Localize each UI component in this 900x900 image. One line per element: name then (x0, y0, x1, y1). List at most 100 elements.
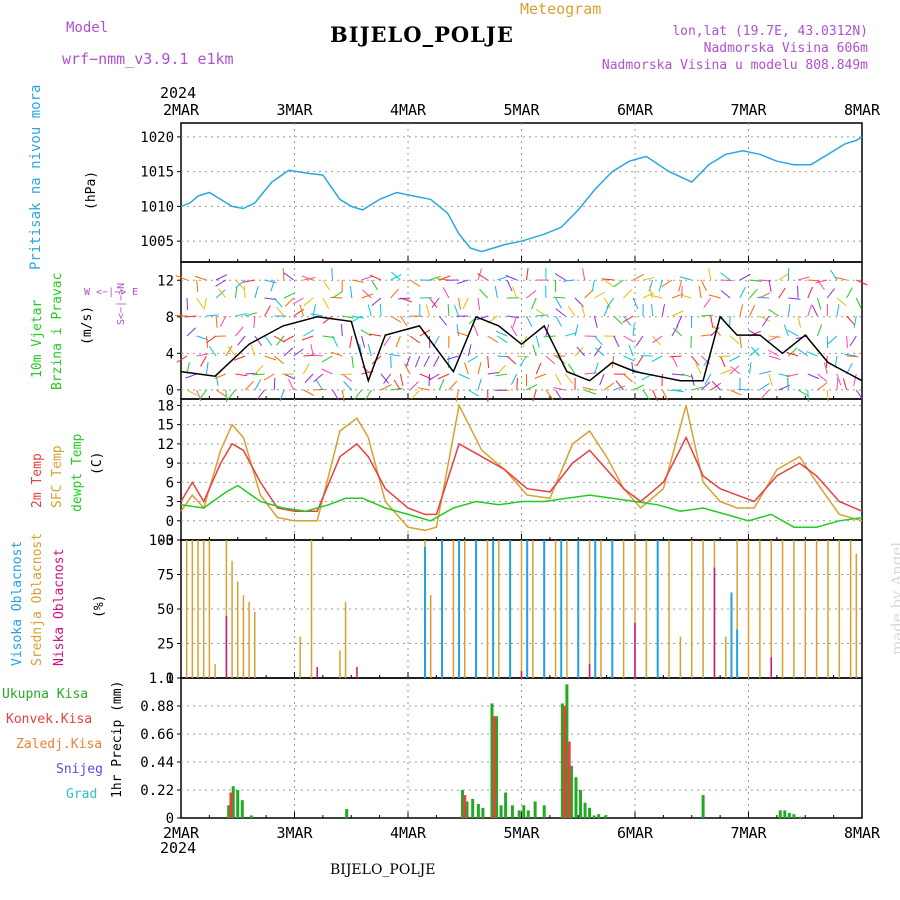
wind-arrow (225, 389, 228, 402)
wind-arrow (390, 315, 402, 323)
wind-arrow (361, 293, 374, 299)
wind-arrow (446, 355, 459, 360)
date-label-top: 3MAR (276, 101, 313, 119)
wind-arrow (235, 313, 248, 317)
wind-arrow (555, 297, 563, 309)
wind-arrow (836, 373, 842, 386)
wind-arrow (613, 315, 623, 325)
wind-arrow (700, 279, 707, 291)
wind-arrow (301, 335, 314, 341)
wind-arrow (844, 353, 857, 357)
total-precip-bar (560, 703, 564, 818)
total-precip-bar (533, 801, 537, 818)
wind-arrow (582, 268, 586, 281)
date-label-top: 8MAR (844, 101, 881, 119)
wind-arrow (428, 373, 440, 381)
wind-arrow (545, 324, 550, 337)
ytick-label: 3 (166, 495, 174, 511)
wind-arrow (603, 279, 615, 288)
wind-arrow (787, 329, 799, 337)
total-precip-bar (569, 765, 573, 818)
wind-arrow (710, 382, 721, 391)
wind-arrow (739, 273, 751, 281)
wind-arrow (695, 363, 702, 375)
wind-arrow (574, 347, 584, 357)
wind-arrow (303, 329, 314, 337)
wind-arrow (477, 297, 481, 310)
wind-arrow (807, 286, 813, 299)
wind-arrow (399, 373, 404, 386)
ytick-label: 1005 (140, 234, 174, 250)
panel-frame (180, 261, 863, 400)
wind-arrow (797, 315, 801, 328)
wind-arrow (438, 315, 448, 326)
wind-arrow (768, 308, 779, 317)
wind-arrow (429, 297, 438, 308)
wind-arrow (275, 335, 285, 346)
wind-arrow (339, 373, 352, 376)
wind-arrow (405, 355, 411, 368)
wind-arrow (254, 335, 263, 347)
sfc-temp-line (180, 403, 863, 532)
wind-arrow (275, 306, 285, 317)
wind-arrow (351, 315, 364, 319)
conv-precip-bar (567, 741, 571, 818)
wind-arrow (399, 315, 408, 327)
wind-arrow (279, 389, 285, 402)
total-precip-bar (574, 777, 578, 818)
wind-arrow (591, 279, 595, 292)
wind-arrow (409, 279, 421, 288)
wind-arrow (594, 335, 603, 346)
wind-arrow (458, 297, 461, 310)
wind-arrow (759, 315, 771, 322)
wind-arrow (497, 335, 508, 344)
wind-arrow (477, 268, 483, 281)
wind-arrow (313, 373, 324, 383)
wind-arrow (198, 389, 207, 400)
wind-arrow (797, 348, 809, 357)
wind-arrow (739, 335, 742, 348)
total-precip-bar (490, 703, 494, 818)
total-precip-bar (522, 805, 526, 818)
total-precip-bar (504, 792, 508, 818)
wind-arrow (691, 386, 704, 391)
wind-arrow (477, 362, 482, 375)
wind-arrow (708, 294, 721, 299)
ytick-label: 1010 (140, 199, 174, 215)
wind-arrow (349, 335, 353, 348)
ytick-label: 9 (166, 456, 174, 472)
total-precip-bar (799, 816, 803, 818)
wind-arrow (243, 285, 246, 299)
total-precip-bar (471, 798, 475, 818)
ytick-label: 1.1 (149, 671, 174, 687)
wind-arrow (263, 373, 275, 381)
wind-arrow (720, 272, 731, 281)
wind-arrow (203, 297, 207, 310)
wind-compass-we: W <−|−> E (84, 287, 139, 298)
wind-arrow (807, 373, 820, 380)
wind-arrow (545, 389, 554, 400)
wind-arrow (409, 335, 421, 344)
wind-arrow (623, 355, 635, 362)
wind-arrow (369, 274, 382, 281)
wind-arrow (332, 335, 339, 348)
pressure-line (180, 136, 863, 253)
date-label-bottom: 6MAR (617, 824, 654, 842)
wind-arrow (603, 382, 615, 391)
wind-arrow (749, 347, 760, 357)
wind-arrow (797, 285, 799, 299)
wind-arrow (681, 373, 694, 378)
wind-arrow (713, 325, 721, 337)
wind-arrow (206, 314, 219, 317)
wind-arrow (767, 349, 779, 357)
wind-arrow (595, 347, 605, 357)
wind-arrow (351, 355, 354, 368)
wind-arrow (635, 335, 644, 347)
wind-arrow (341, 373, 352, 382)
total-precip-bar (597, 814, 601, 818)
wind-arrow (256, 389, 265, 400)
ytick-label: 0 (166, 811, 174, 827)
wind-arrow (526, 315, 533, 327)
wind-arrow (235, 279, 246, 288)
wind-arrow (519, 355, 527, 367)
